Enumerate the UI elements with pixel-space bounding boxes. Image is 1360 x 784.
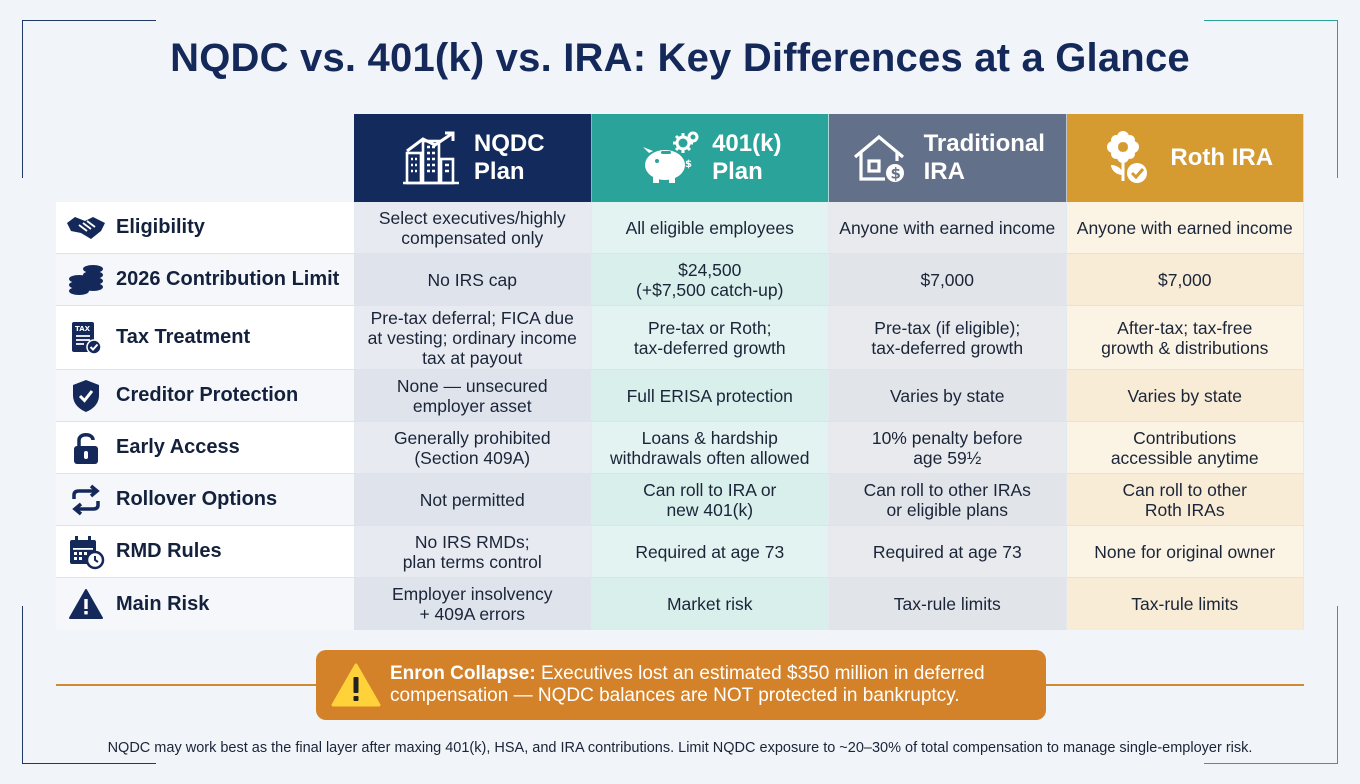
cell-traditional-ira: Pre-tax (if eligible); tax-deferred grow… [829, 306, 1067, 369]
divider-line-right [1042, 684, 1304, 686]
comparison-table: NQDC Plan $ [56, 114, 1304, 630]
column-header-label: NQDC Plan [473, 130, 545, 185]
shield-check-icon [64, 378, 108, 414]
unlocked-padlock-icon [64, 430, 108, 466]
cell-traditional-ira: Anyone with earned income [829, 202, 1067, 253]
cell-roth-ira: Tax-rule limits [1066, 578, 1304, 630]
row-label: Creditor Protection [116, 384, 299, 406]
header-blank-cell [56, 114, 354, 202]
cell-nqdc: No IRS cap [354, 254, 592, 305]
warning-triangle-icon [64, 586, 108, 622]
row-header: Main Risk [56, 578, 354, 630]
column-header-roth-ira: Roth IRA [1066, 114, 1304, 202]
table-row-contribution-limit: 2026 Contribution Limit No IRS cap $24,5… [56, 254, 1304, 306]
cell-nqdc: None — unsecured employer asset [354, 370, 592, 421]
corner-decoration-top-right [1204, 20, 1338, 178]
cell-nqdc: Select executives/highly compensated onl… [354, 202, 592, 253]
tax-document-icon: TAX [64, 320, 108, 356]
cell-traditional-ira: Required at age 73 [829, 526, 1067, 577]
cell-roth-ira: After-tax; tax-free growth & distributio… [1066, 306, 1304, 369]
table-row-eligibility: Eligibility Select executives/highly com… [56, 202, 1304, 254]
column-header-label: 401(k) Plan [712, 130, 782, 185]
cell-roth-ira: Anyone with earned income [1066, 202, 1304, 253]
row-header: Rollover Options [56, 474, 354, 525]
column-header-401k: $ 401(k) Plan [591, 114, 829, 202]
row-header: RMD Rules [56, 526, 354, 577]
cell-401k: Market risk [591, 578, 829, 630]
cell-401k: Pre-tax or Roth; tax-deferred growth [591, 306, 829, 369]
footnote: NQDC may work best as the final layer af… [107, 740, 1253, 756]
cell-roth-ira: None for original owner [1066, 526, 1304, 577]
row-header: TAX Tax Treatment [56, 306, 354, 369]
cell-traditional-ira: Can roll to other IRAs or eligible plans [829, 474, 1067, 525]
piggy-bank-gears-icon: $ [638, 130, 702, 186]
column-header-nqdc: NQDC Plan [354, 114, 592, 202]
cell-roth-ira: Varies by state [1066, 370, 1304, 421]
row-label: Tax Treatment [116, 326, 251, 348]
cell-nqdc: No IRS RMDs; plan terms control [354, 526, 592, 577]
cell-nqdc: Pre-tax deferral; FICA due at vesting; o… [354, 306, 592, 369]
table-row-early-access: Early Access Generally prohibited (Secti… [56, 422, 1304, 474]
column-header-label: Traditional IRA [923, 130, 1045, 185]
divider-line-left [56, 684, 318, 686]
cell-401k: All eligible employees [591, 202, 829, 253]
svg-text:$: $ [685, 159, 692, 170]
row-header: Early Access [56, 422, 354, 473]
cell-401k: Full ERISA protection [591, 370, 829, 421]
handshake-icon [64, 210, 108, 246]
alert-heading: Enron Collapse: [390, 663, 536, 684]
cell-401k: $24,500 (+$7,500 catch-up) [591, 254, 829, 305]
row-label: Main Risk [116, 592, 210, 615]
cell-nqdc: Not permitted [354, 474, 592, 525]
row-header: Creditor Protection [56, 370, 354, 421]
cell-traditional-ira: 10% penalty before age 59½ [829, 422, 1067, 473]
cell-roth-ira: Contributions accessible anytime [1066, 422, 1304, 473]
row-label: RMD Rules [116, 540, 222, 562]
cell-401k: Required at age 73 [591, 526, 829, 577]
coin-stack-icon [64, 262, 108, 298]
cell-traditional-ira: $7,000 [829, 254, 1067, 305]
page-title: NQDC vs. 401(k) vs. IRA: Key Differences… [170, 36, 1190, 80]
cell-401k: Loans & hardship withdrawals often allow… [591, 422, 829, 473]
cell-roth-ira: $7,000 [1066, 254, 1304, 305]
column-header-label: Roth IRA [1170, 144, 1274, 171]
table-header-row: NQDC Plan $ [56, 114, 1304, 202]
enron-alert-banner: Enron Collapse: Executives lost an estim… [316, 650, 1046, 720]
warning-triangle-icon [330, 661, 382, 709]
svg-text:TAX: TAX [75, 325, 91, 333]
row-header: Eligibility [56, 202, 354, 253]
alert-text: Enron Collapse: Executives lost an estim… [390, 663, 1046, 707]
table-row-creditor-protection: Creditor Protection None — unsecured emp… [56, 370, 1304, 422]
column-header-traditional-ira: $ Traditional IRA [829, 114, 1067, 202]
svg-text:$: $ [890, 165, 900, 183]
corner-decoration-bottom-right [1204, 606, 1338, 764]
row-label: Early Access [116, 436, 240, 458]
cell-traditional-ira: Varies by state [829, 370, 1067, 421]
city-growth-icon [400, 130, 464, 186]
alert-body: Executives lost an estimated $350 millio… [390, 663, 985, 706]
cell-nqdc: Employer insolvency + 409A errors [354, 578, 592, 630]
table-row-main-risk: Main Risk Employer insolvency + 409A err… [56, 578, 1304, 630]
flower-check-icon [1096, 130, 1160, 186]
calendar-clock-icon [64, 534, 108, 570]
row-label: Rollover Options [116, 488, 278, 510]
table-row-rollover-options: Rollover Options Not permitted Can roll … [56, 474, 1304, 526]
cell-nqdc: Generally prohibited (Section 409A) [354, 422, 592, 473]
table-row-rmd-rules: RMD Rules No IRS RMDs; plan terms contro… [56, 526, 1304, 578]
rollover-arrows-icon [64, 482, 108, 518]
corner-decoration-top-left [22, 20, 156, 178]
cell-roth-ira: Can roll to other Roth IRAs [1066, 474, 1304, 525]
cell-401k: Can roll to IRA or new 401(k) [591, 474, 829, 525]
house-dollar-icon: $ [850, 130, 914, 186]
row-label: Eligibility [116, 216, 205, 238]
table-row-tax-treatment: TAX Tax Treatment Pre-tax deferral; FICA… [56, 306, 1304, 370]
cell-traditional-ira: Tax-rule limits [829, 578, 1067, 630]
row-label: 2026 Contribution Limit [116, 268, 340, 290]
row-header: 2026 Contribution Limit [56, 254, 354, 305]
corner-decoration-bottom-left [22, 606, 156, 764]
